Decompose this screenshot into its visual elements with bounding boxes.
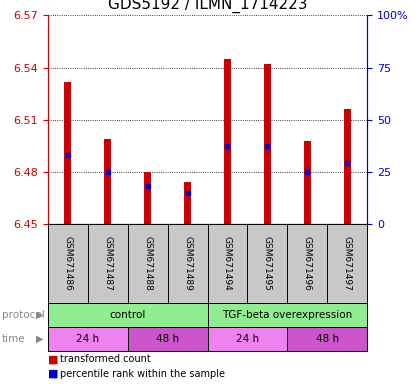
Text: GSM671488: GSM671488 bbox=[143, 236, 152, 291]
Text: ▶: ▶ bbox=[36, 310, 44, 320]
Text: TGF-beta overexpression: TGF-beta overexpression bbox=[222, 310, 352, 320]
Bar bbox=[64, 81, 71, 224]
Text: transformed count: transformed count bbox=[60, 354, 151, 364]
Text: 24 h: 24 h bbox=[76, 334, 99, 344]
Text: GSM671497: GSM671497 bbox=[343, 236, 352, 291]
Bar bbox=[48, 327, 128, 351]
Bar bbox=[287, 327, 367, 351]
Text: ■: ■ bbox=[48, 354, 58, 364]
Text: GSM671487: GSM671487 bbox=[103, 236, 112, 291]
Bar bbox=[144, 172, 151, 224]
Bar bbox=[184, 182, 191, 224]
Text: time: time bbox=[2, 334, 26, 344]
Text: percentile rank within the sample: percentile rank within the sample bbox=[60, 369, 225, 379]
Text: ▶: ▶ bbox=[36, 334, 44, 344]
Text: GSM671494: GSM671494 bbox=[223, 236, 232, 291]
Bar bbox=[264, 64, 271, 224]
Bar bbox=[208, 303, 367, 327]
Text: control: control bbox=[110, 310, 146, 320]
Text: GSM671489: GSM671489 bbox=[183, 236, 192, 291]
Text: 48 h: 48 h bbox=[316, 334, 339, 344]
Text: ■: ■ bbox=[48, 369, 58, 379]
Text: 24 h: 24 h bbox=[236, 334, 259, 344]
Bar bbox=[344, 109, 351, 224]
Bar bbox=[304, 141, 311, 224]
Title: GDS5192 / ILMN_1714223: GDS5192 / ILMN_1714223 bbox=[108, 0, 307, 13]
Text: protocol: protocol bbox=[2, 310, 45, 320]
Bar bbox=[208, 327, 287, 351]
Text: GSM671495: GSM671495 bbox=[263, 236, 272, 291]
Bar bbox=[104, 139, 111, 224]
Text: 48 h: 48 h bbox=[156, 334, 179, 344]
Text: GSM671496: GSM671496 bbox=[303, 236, 312, 291]
Text: GSM671486: GSM671486 bbox=[63, 236, 72, 291]
Bar bbox=[224, 59, 231, 224]
Bar bbox=[128, 327, 208, 351]
Bar bbox=[48, 303, 208, 327]
